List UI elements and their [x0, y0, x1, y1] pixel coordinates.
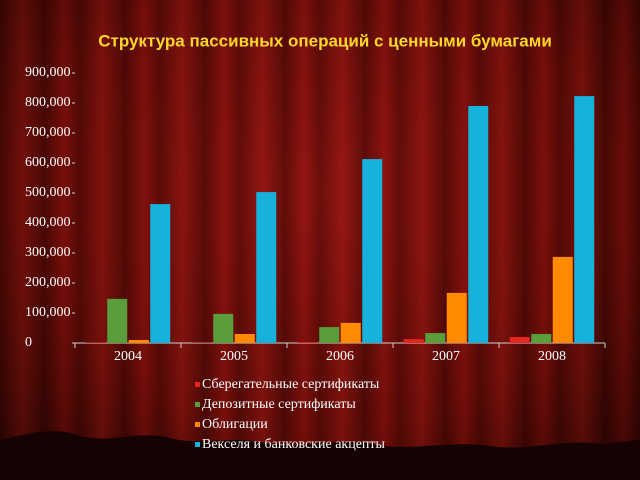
legend-label: Депозитные сертификаты	[202, 397, 356, 412]
bar	[362, 159, 383, 343]
bar	[446, 292, 467, 343]
legend-marker	[195, 402, 200, 407]
bar	[552, 256, 573, 343]
bar	[128, 340, 149, 343]
bar	[425, 333, 446, 343]
bar	[85, 342, 106, 343]
bar	[213, 313, 234, 343]
x-tick-label: 2004	[114, 349, 142, 364]
y-tick-label: 500,000	[25, 185, 71, 200]
bar	[468, 106, 489, 343]
y-tick-label: 800,000	[25, 95, 71, 110]
bar	[150, 204, 171, 343]
curtain-edge	[0, 431, 640, 480]
x-tick-label: 2007	[432, 349, 460, 364]
bar	[297, 342, 318, 343]
y-tick-label: 300,000	[25, 245, 71, 260]
bar	[403, 339, 424, 343]
legend-label: Облигации	[202, 417, 268, 432]
y-tick-label: 0	[25, 335, 32, 350]
y-tick-label: 200,000	[25, 275, 71, 290]
chart-title: Структура пассивных операций с ценными б…	[98, 31, 552, 50]
x-tick-label: 2008	[538, 349, 566, 364]
bar	[574, 96, 595, 343]
x-tick-label: 2006	[326, 349, 354, 364]
x-tick-label: 2005	[220, 349, 248, 364]
legend-label: Векселя и банковские акцепты	[202, 437, 386, 452]
bar	[256, 192, 277, 343]
y-tick-label: 900,000	[25, 65, 71, 80]
y-tick-label: 600,000	[25, 155, 71, 170]
bar	[509, 337, 530, 343]
bar	[531, 334, 552, 343]
bar	[319, 327, 340, 343]
y-tick-label: 400,000	[25, 215, 71, 230]
legend-marker	[195, 422, 200, 427]
y-tick-label: 100,000	[25, 305, 71, 320]
legend-marker	[195, 442, 200, 447]
legend-label: Сберегательные сертификаты	[202, 377, 380, 392]
y-tick-label: 700,000	[25, 125, 71, 140]
legend-marker	[195, 382, 200, 387]
bar	[234, 334, 255, 343]
bar	[107, 298, 128, 343]
bar	[340, 322, 361, 343]
